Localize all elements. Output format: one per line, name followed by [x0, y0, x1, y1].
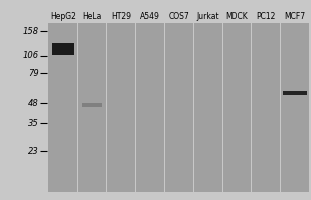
Bar	[222, 23, 223, 192]
Text: HepG2: HepG2	[50, 12, 76, 21]
Bar	[193, 23, 194, 192]
Text: HeLa: HeLa	[82, 12, 101, 21]
Text: Jurkat: Jurkat	[197, 12, 219, 21]
Text: A549: A549	[140, 12, 160, 21]
Bar	[135, 23, 136, 192]
Bar	[251, 23, 252, 192]
Text: 48: 48	[28, 98, 39, 108]
Text: 35: 35	[28, 118, 39, 128]
Text: 23: 23	[28, 146, 39, 156]
Text: MDCK: MDCK	[225, 12, 248, 21]
Text: 106: 106	[23, 51, 39, 60]
Text: 158: 158	[23, 26, 39, 36]
Text: PC12: PC12	[256, 12, 276, 21]
Bar	[81, 103, 102, 107]
Text: HT29: HT29	[111, 12, 131, 21]
Bar	[106, 23, 107, 192]
Bar	[283, 91, 307, 95]
Text: COS7: COS7	[169, 12, 189, 21]
Bar	[164, 23, 165, 192]
Bar	[48, 23, 309, 192]
Text: MCF7: MCF7	[284, 12, 305, 21]
Text: 79: 79	[28, 68, 39, 77]
Bar	[77, 23, 78, 192]
Bar	[280, 23, 281, 192]
Bar	[52, 44, 74, 54]
